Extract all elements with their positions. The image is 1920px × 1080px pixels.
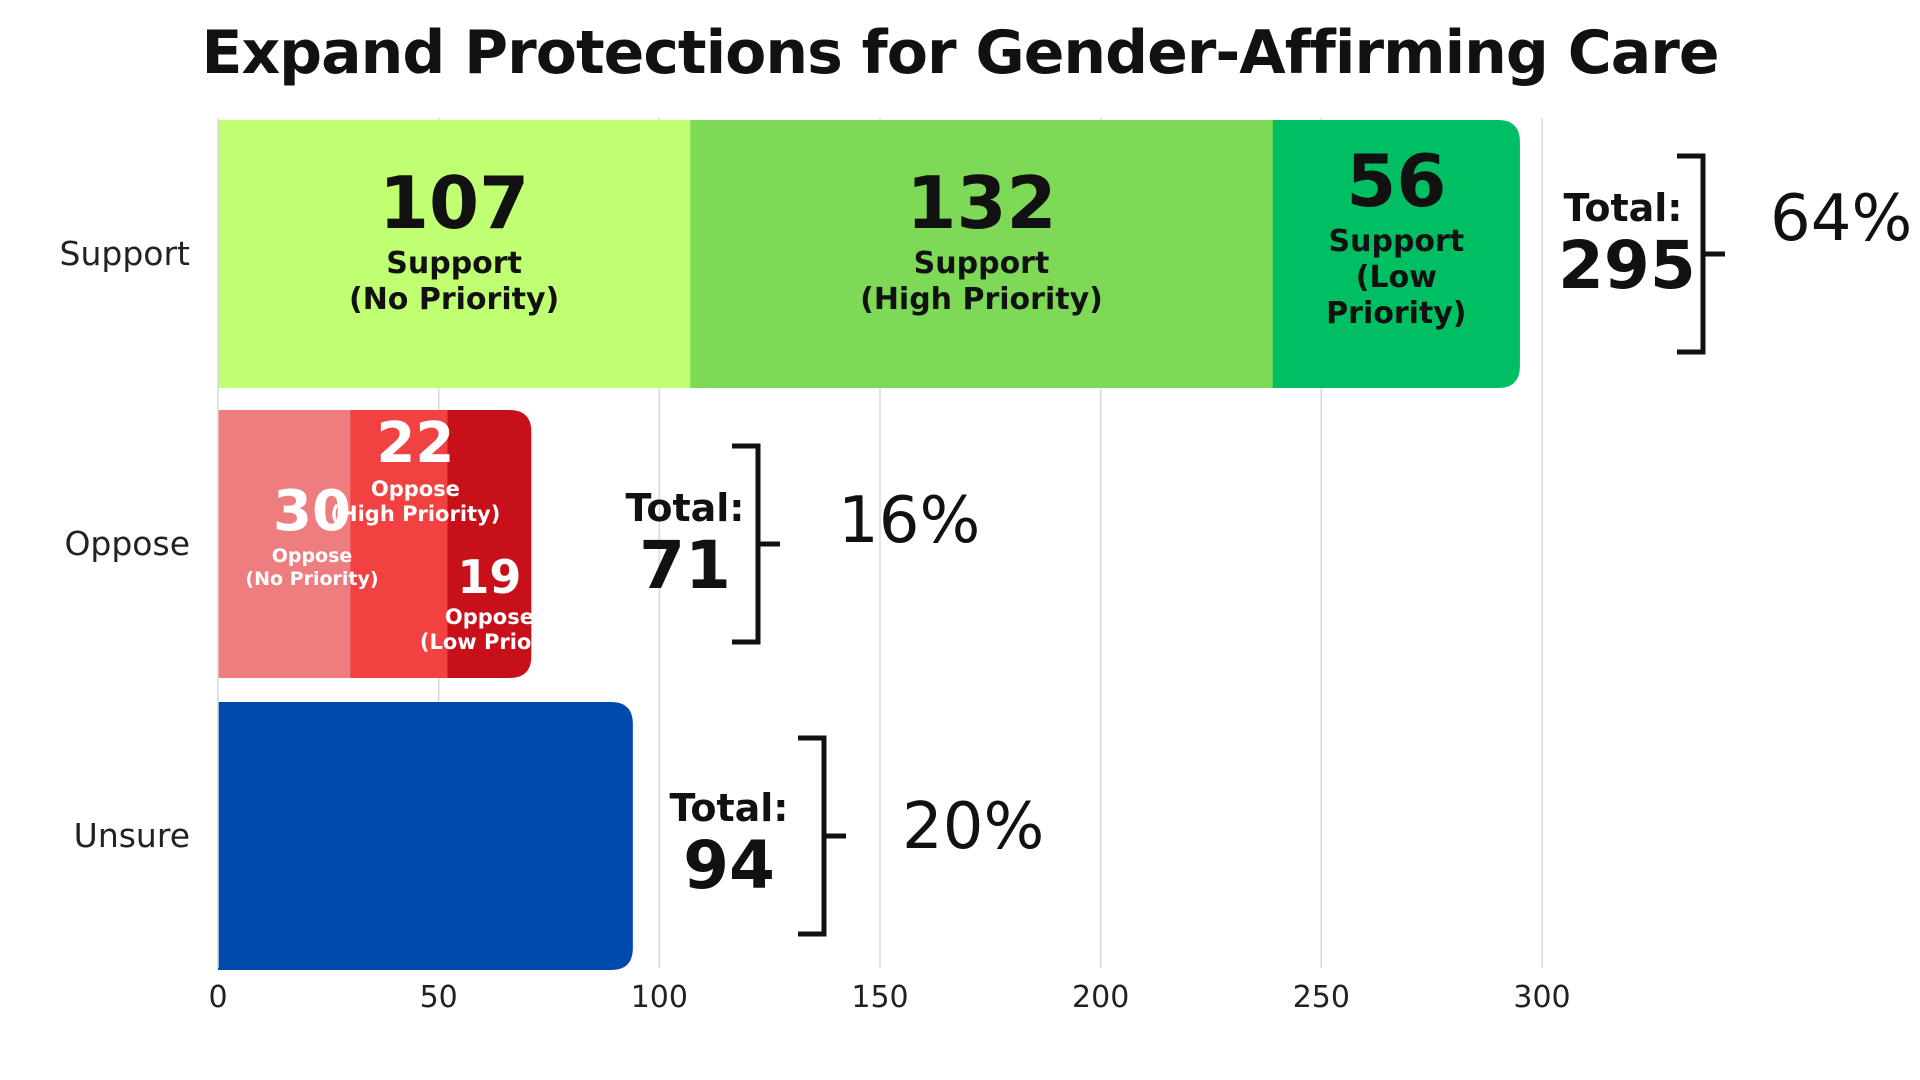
segment-caption: Oppose bbox=[444, 605, 534, 630]
x-tick-label: 250 bbox=[1292, 980, 1350, 1015]
category-label: Oppose bbox=[64, 524, 190, 563]
segment-label: 56 Support (Low Priority) bbox=[1273, 138, 1520, 332]
x-tick-label: 300 bbox=[1513, 980, 1571, 1015]
total-value: 71 bbox=[639, 526, 731, 604]
total-label: Total: bbox=[1563, 186, 1683, 230]
x-tick-label: 200 bbox=[1072, 980, 1130, 1015]
bar-segment bbox=[447, 410, 532, 678]
total-box: Total: 295 bbox=[1558, 186, 1696, 304]
segment-caption: (No Priority) bbox=[245, 567, 379, 590]
bracket bbox=[798, 735, 846, 937]
total-box: Total: 71 bbox=[620, 486, 750, 604]
segment-label: 132 Support (High Priority) bbox=[690, 160, 1273, 318]
bar-segment bbox=[350, 410, 448, 678]
segment-label: 30 Oppose (No Priority) bbox=[212, 478, 412, 591]
segment-caption: Support bbox=[913, 246, 1050, 282]
category-label: Unsure bbox=[73, 816, 190, 855]
segment-caption: Priority) bbox=[1326, 296, 1467, 332]
total-value: 94 bbox=[683, 826, 775, 904]
bar-segment bbox=[218, 702, 633, 970]
percent-label: 20% bbox=[902, 790, 1045, 864]
segment-value: 30 bbox=[273, 479, 351, 544]
segment-value: 107 bbox=[378, 161, 530, 245]
x-tick-label: 100 bbox=[630, 980, 688, 1015]
chart-title: Expand Protections for Gender-Affirming … bbox=[201, 18, 1719, 88]
segment-value: 132 bbox=[906, 161, 1057, 245]
x-tick-label: 0 bbox=[208, 980, 228, 1015]
segment-caption: (Low bbox=[1355, 260, 1437, 296]
segment-caption: Support bbox=[1328, 224, 1465, 260]
segment-value: 19 bbox=[457, 550, 522, 604]
percent-label: 64% bbox=[1770, 182, 1913, 256]
segment-value: 22 bbox=[376, 411, 455, 476]
segment-label: 107 Support (No Priority) bbox=[218, 160, 690, 318]
x-tick-label: 150 bbox=[851, 980, 909, 1015]
segment-caption: Oppose bbox=[271, 545, 353, 568]
segment-caption: (High Priority) bbox=[860, 282, 1103, 318]
total-box: Total: 94 bbox=[664, 786, 794, 904]
segment-caption: Support bbox=[386, 246, 522, 282]
segment-value: 56 bbox=[1346, 139, 1447, 223]
x-tick-label: 50 bbox=[419, 980, 458, 1015]
segment-label: 19 Oppose (Low Priorit bbox=[389, 550, 589, 656]
bracket bbox=[1677, 153, 1725, 355]
bar-segment bbox=[218, 120, 691, 388]
bar-segment bbox=[218, 410, 351, 678]
segment-caption: (High Priority) bbox=[330, 502, 501, 527]
total-label: Total: bbox=[625, 486, 745, 530]
segment-caption: (Low Priorit bbox=[419, 630, 559, 655]
segment-caption: Oppose bbox=[370, 477, 460, 502]
category-label: Support bbox=[59, 234, 190, 273]
bracket bbox=[732, 443, 780, 645]
total-label: Total: bbox=[669, 786, 789, 830]
bar-segment bbox=[690, 120, 1274, 388]
segment-label: 22 Oppose (High Priority) bbox=[315, 410, 515, 528]
bar-segment bbox=[1272, 120, 1520, 388]
percent-label: 16% bbox=[838, 484, 981, 558]
total-value: 295 bbox=[1558, 226, 1696, 304]
segment-caption: (No Priority) bbox=[348, 282, 560, 318]
